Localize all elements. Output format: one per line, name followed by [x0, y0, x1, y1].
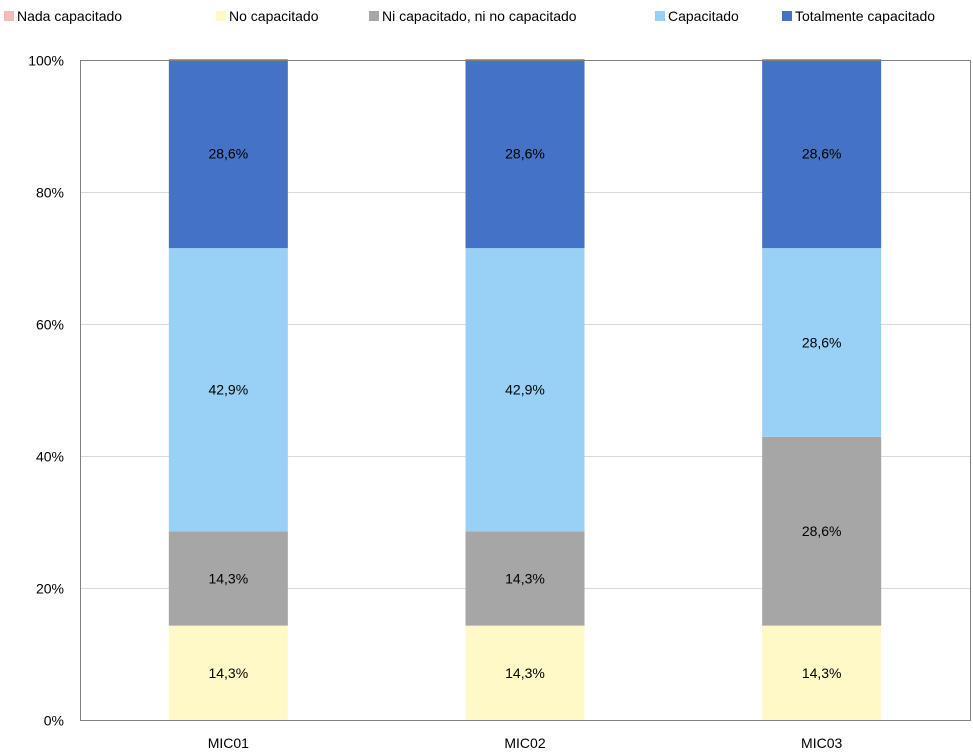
bar-segment: [465, 248, 585, 532]
y-tick-label: 100%: [28, 53, 64, 69]
x-tick-label: MIC01: [208, 735, 249, 751]
bar-segment: [762, 436, 882, 626]
bar-segment: [465, 531, 585, 626]
legend-swatch: [369, 11, 379, 21]
legend-label: No capacitado: [229, 8, 319, 24]
data-label: 14,3%: [208, 570, 248, 586]
legend-item: No capacitado: [216, 8, 319, 24]
data-label: 28,6%: [208, 146, 248, 162]
legend-item: Totalmente capacitado: [782, 8, 935, 24]
y-tick-label: 40%: [36, 449, 64, 465]
data-label: 14,3%: [505, 570, 545, 586]
legend-swatch: [782, 11, 792, 21]
y-tick-label: 0%: [44, 713, 64, 729]
plot-area-frame: [80, 60, 971, 721]
bars: 14,3% 14,3% 42,9% 28,6% 14,3% 14,3% 42,9% 28,6%…: [168, 59, 882, 720]
y-tick-label: 60%: [36, 317, 64, 333]
legend-item: Nada capacitado: [4, 8, 122, 24]
bar-segment: [762, 248, 882, 437]
y-tick-label: 20%: [36, 581, 64, 597]
bar-segment: [168, 248, 288, 532]
legend-swatch: [655, 11, 665, 21]
bar-segment: [168, 531, 288, 626]
legend-label: Nada capacitado: [17, 8, 122, 24]
bar-stack-mic01: 14,3% 14,3% 42,9% 28,6%: [168, 59, 288, 720]
legend-swatch: [4, 11, 14, 21]
data-label: 28,6%: [802, 523, 842, 539]
bar-segment: [168, 625, 288, 720]
data-label: 14,3%: [802, 665, 842, 681]
data-label: 14,3%: [505, 665, 545, 681]
bar-segment: [762, 59, 882, 249]
data-label: 42,9%: [208, 382, 248, 398]
y-tick-label: 80%: [36, 185, 64, 201]
bar-segment: [168, 59, 288, 249]
legend-label: Totalmente capacitado: [795, 8, 935, 24]
legend-label: Ni capacitado, ni no capacitado: [382, 8, 577, 24]
data-label: 28,6%: [802, 334, 842, 350]
bar-stack-mic03: 14,3% 28,6% 28,6% 28,6%: [762, 59, 882, 720]
data-label: 28,6%: [505, 146, 545, 162]
x-tick-label: MIC03: [801, 735, 842, 751]
bar-segment: [465, 59, 585, 249]
legend-item: Capacitado: [655, 8, 739, 24]
data-label: 14,3%: [208, 665, 248, 681]
legend-item: Ni capacitado, ni no capacitado: [369, 8, 577, 24]
bar-stack-mic02: 14,3% 14,3% 42,9% 28,6%: [465, 59, 585, 720]
x-tick-label: MIC02: [504, 735, 545, 751]
bar-segment: [762, 625, 882, 720]
legend: Nada capacitado No capacitado Ni capacitad…: [4, 8, 935, 24]
x-axis-ticks: MIC01 MIC02 MIC03: [208, 735, 843, 751]
data-label: 28,6%: [802, 146, 842, 162]
legend-swatch: [216, 11, 226, 21]
legend-label: Capacitado: [668, 8, 739, 24]
data-label: 42,9%: [505, 382, 545, 398]
bar-segment: [465, 625, 585, 720]
y-axis-ticks: 0% 20% 40% 60% 80% 100%: [28, 53, 64, 729]
